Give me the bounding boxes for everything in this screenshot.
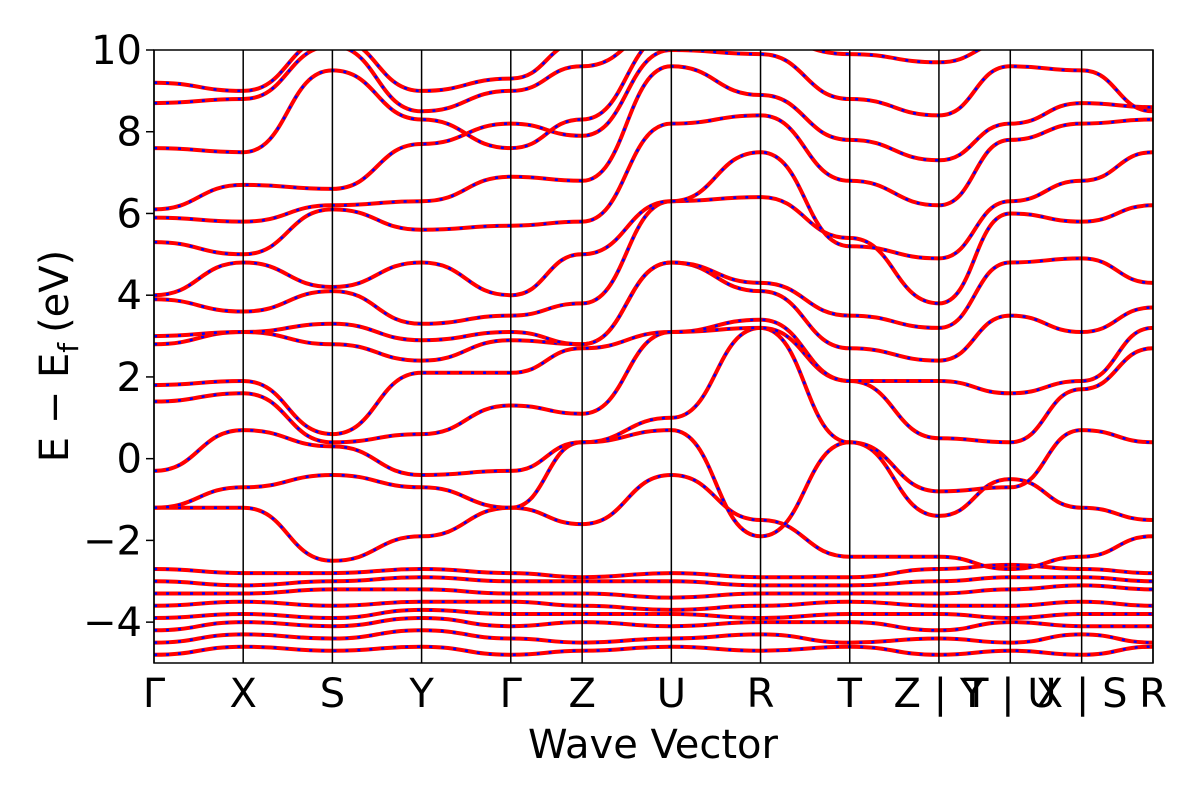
- band-line-red: [154, 428, 1153, 539]
- y-axis-label-subscript: f: [52, 342, 85, 353]
- y-tick-label: 4: [117, 273, 142, 319]
- y-tick-label: 0: [117, 437, 142, 483]
- y-axis-label: E − Ef (eV): [32, 250, 85, 463]
- y-tick-label: −4: [83, 600, 142, 646]
- y-tick-label: 8: [117, 110, 142, 156]
- k-point-label: Γ: [500, 671, 523, 717]
- y-axis-label-main: E − E: [32, 353, 78, 463]
- k-point-label: Z: [568, 671, 595, 717]
- k-point-label: R: [747, 671, 775, 717]
- k-point-label: T | U: [963, 671, 1057, 717]
- k-point-label: Z | Y: [894, 671, 985, 717]
- k-point-label: T: [837, 671, 863, 717]
- y-tick-label: 10: [91, 28, 142, 74]
- high-symmetry-lines: [153, 50, 1154, 663]
- k-point-label: R: [1139, 671, 1167, 717]
- x-axis-label: Wave Vector: [528, 722, 779, 768]
- y-tick-label: 2: [117, 355, 142, 401]
- k-point-label: Γ: [143, 671, 166, 717]
- k-point-label: X | S: [1036, 671, 1128, 717]
- k-point-label: X: [229, 671, 256, 717]
- plot-frame: [153, 49, 1154, 664]
- y-tick-label: 6: [117, 191, 142, 237]
- band-line-blue-dotted: [154, 50, 981, 154]
- k-point-label: S: [320, 671, 345, 717]
- k-point-label: Y: [408, 671, 434, 717]
- k-point-label: U: [657, 671, 686, 717]
- y-axis-ticks: 10 8 6 4 2 0 −2 −4: [83, 28, 154, 646]
- y-tick-label: −2: [83, 518, 142, 564]
- y-axis-label-unit: (eV): [32, 250, 78, 333]
